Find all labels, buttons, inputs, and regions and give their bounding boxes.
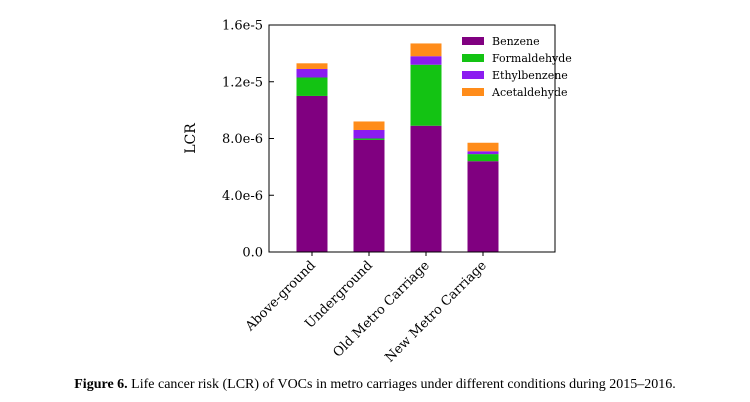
legend-label: Acetaldehyde [491, 86, 568, 99]
bar-benzene-3 [410, 125, 442, 252]
y-tick-label: 4.0e-6 [222, 189, 263, 204]
bar-formaldehyde-2 [353, 138, 385, 140]
legend-swatch [462, 37, 484, 45]
legend-label: Formaldehyde [492, 52, 572, 65]
bar-benzene-4 [467, 161, 499, 252]
y-tick-label: 1.6e-5 [222, 19, 263, 34]
y-tick-label: 8.0e-6 [222, 132, 263, 147]
bar-formaldehyde-4 [467, 154, 499, 162]
legend-swatch [462, 71, 484, 79]
legend-swatch [462, 54, 484, 62]
bar-benzene-2 [353, 139, 385, 252]
legend: Benzene Formaldehyde Ethylbenzene Acetaldeh… [462, 35, 572, 99]
y-tick-label: 0.0 [242, 246, 263, 261]
caption-text: Life cancer risk (LCR) of VOCs in metro … [131, 377, 676, 392]
legend-label: Ethylbenzene [492, 69, 568, 82]
bars [296, 43, 499, 252]
bar-acetaldehyde-1 [296, 63, 328, 69]
y-axis-title: LCR [183, 123, 199, 154]
bar-benzene-1 [296, 95, 328, 252]
figure-caption: Figure 6. Life cancer risk (LCR) of VOCs… [0, 377, 750, 393]
caption-label: Figure 6. [74, 377, 128, 392]
y-tick-label: 1.2e-5 [222, 75, 263, 90]
bar-acetaldehyde-4 [467, 142, 499, 152]
bar-acetaldehyde-3 [410, 43, 442, 57]
y-axis: 0.0 4.0e-6 8.0e-6 1.2e-5 1.6e-5 [222, 19, 274, 261]
x-tick-label: New Metro Carriage [383, 258, 491, 366]
bar-acetaldehyde-2 [353, 121, 385, 130]
bar-formaldehyde-3 [410, 64, 442, 126]
legend-label: Benzene [492, 35, 540, 48]
bar-ethylbenzene-2 [353, 129, 385, 139]
bar-formaldehyde-1 [296, 77, 328, 96]
bar-ethylbenzene-3 [410, 56, 442, 65]
x-tick-label: Old Metro Carriage [330, 258, 433, 361]
legend-swatch [462, 88, 484, 96]
bar-ethylbenzene-1 [296, 68, 328, 78]
bar-ethylbenzene-4 [467, 151, 499, 155]
